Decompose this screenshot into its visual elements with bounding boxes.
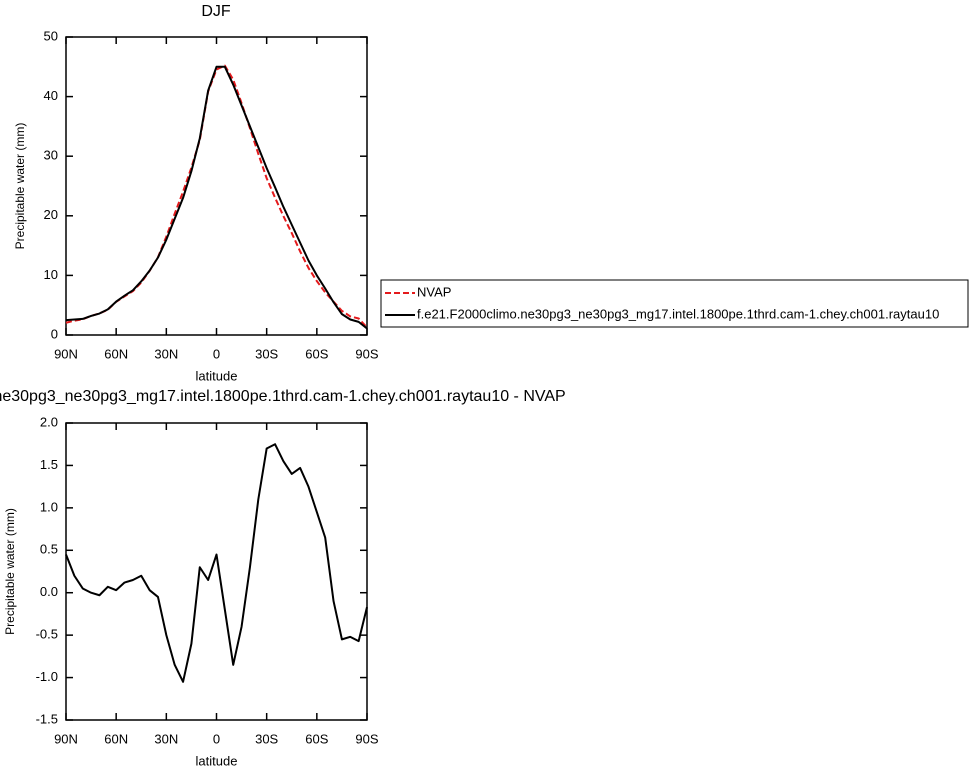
x-tick-label: 90N bbox=[54, 346, 78, 361]
legend-label: f.e21.F2000climo.ne30pg3_ne30pg3_mg17.in… bbox=[417, 306, 939, 321]
y-tick-label: 50 bbox=[44, 28, 58, 43]
x-tick-label: 60N bbox=[104, 731, 128, 746]
x-tick-label: 30S bbox=[255, 731, 278, 746]
y-tick-label: 0 bbox=[51, 326, 58, 341]
y-tick-label: -1.5 bbox=[36, 711, 58, 726]
x-tick-label: 60S bbox=[305, 346, 328, 361]
y-tick-label: 20 bbox=[44, 207, 58, 222]
x-tick-label: 0 bbox=[213, 346, 220, 361]
y-tick-label: 2.0 bbox=[40, 414, 58, 429]
x-tick-label: 90N bbox=[54, 731, 78, 746]
y-tick-label: 30 bbox=[44, 148, 58, 163]
x-axis-label: latitude bbox=[196, 368, 238, 383]
x-tick-label: 30N bbox=[154, 346, 178, 361]
x-tick-label: 30N bbox=[154, 731, 178, 746]
y-tick-label: 10 bbox=[44, 267, 58, 282]
plot-frame bbox=[65, 422, 368, 721]
y-tick-label: -1.0 bbox=[36, 669, 58, 684]
legend-label: NVAP bbox=[417, 284, 451, 299]
x-axis-label: latitude bbox=[196, 753, 238, 768]
x-tick-label: 60S bbox=[305, 731, 328, 746]
x-tick-label: 30S bbox=[255, 346, 278, 361]
series-line bbox=[65, 64, 368, 329]
y-tick-label: 1.0 bbox=[40, 499, 58, 514]
chart-title: f.e21.F2000climo.ne30pg3_ne30pg3_mg17.in… bbox=[0, 388, 566, 405]
y-tick-label: 0.0 bbox=[40, 584, 58, 599]
y-axis-label: Precipitable water (mm) bbox=[13, 123, 27, 250]
plot-frame bbox=[65, 36, 368, 336]
x-tick-label: 60N bbox=[104, 346, 128, 361]
x-tick-label: 90S bbox=[355, 346, 378, 361]
y-tick-label: 40 bbox=[44, 88, 58, 103]
x-tick-label: 90S bbox=[355, 731, 378, 746]
y-tick-label: 1.5 bbox=[40, 457, 58, 472]
y-tick-label: 0.5 bbox=[40, 542, 58, 557]
x-tick-label: 0 bbox=[213, 731, 220, 746]
chart-title: DJF bbox=[201, 3, 231, 20]
series-line bbox=[65, 443, 368, 683]
series-line bbox=[65, 65, 368, 330]
y-axis-label: Precipitable water (mm) bbox=[3, 508, 17, 635]
legend-box bbox=[380, 279, 969, 328]
y-tick-label: -0.5 bbox=[36, 627, 58, 642]
